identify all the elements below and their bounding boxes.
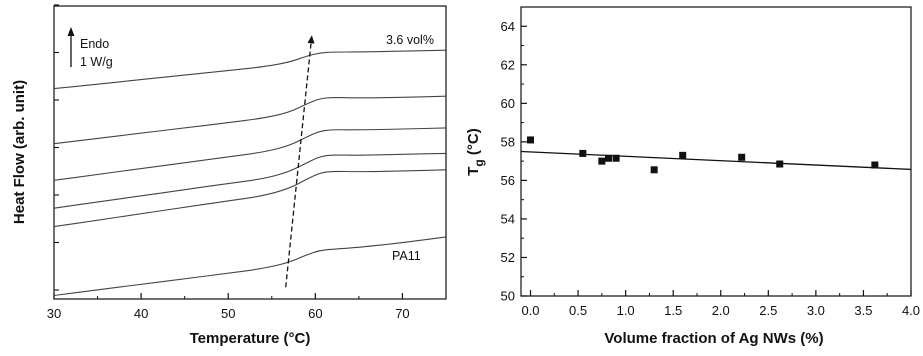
- tg-y-axis-main: T: [465, 167, 482, 176]
- tg-data-point: [605, 154, 613, 162]
- tg-data-point: [650, 166, 658, 174]
- trend-arrowhead: [307, 35, 315, 44]
- tg-x-tick-label: 1.5: [664, 303, 682, 318]
- tg-data-point: [776, 160, 784, 168]
- tg-y-axis-unit: (°C): [465, 128, 482, 159]
- tg-y-tick-label: 50: [501, 289, 515, 304]
- tg-x-ticks: 0.0 0.5 1.0 1.5 2.0 2.5 3.0 3.5 4.0: [521, 290, 920, 318]
- tg-y-axis-title: Tg (°C): [465, 128, 486, 176]
- scale-arrowhead: [67, 27, 75, 36]
- dsc-curve-5: [53, 169, 447, 228]
- dsc-x-tick-label: 30: [47, 306, 61, 321]
- tg-y-tick-label: 62: [501, 57, 515, 72]
- tg-x-tick-label: 2.5: [759, 303, 777, 318]
- scale-label-endo: Endo: [80, 37, 109, 51]
- tg-x-tick-label: 3.0: [807, 303, 825, 318]
- tg-y-axis-subscript: g: [472, 159, 486, 166]
- tg-x-tick-label: 2.0: [712, 303, 730, 318]
- tg-data-point: [527, 136, 535, 144]
- tg-y-tick-label: 56: [501, 173, 515, 188]
- dsc-plot-frame: [53, 5, 447, 300]
- trend-arrow: [285, 43, 312, 288]
- tg-x-tick-label: 0.5: [569, 303, 587, 318]
- dsc-y-ticks: [54, 4, 59, 291]
- scale-label-wg: 1 W/g: [80, 55, 113, 69]
- tg-data-point: [738, 153, 746, 161]
- dsc-x-axis-title: Temperature (°C): [190, 330, 311, 347]
- dsc-chart: 30 40 50 60 70 Endo 1 W/g 3.6 vol% PA11 Temp…: [11, 4, 447, 347]
- tg-data-point: [679, 151, 687, 159]
- tg-data-points: [527, 136, 879, 174]
- dsc-x-tick-label: 60: [308, 306, 322, 321]
- dsc-x-tick-label: 70: [395, 306, 409, 321]
- dsc-curve-4: [53, 152, 447, 209]
- tg-y-ticks: 50 52 54 56 58 60 62 64: [501, 19, 527, 304]
- tg-x-tick-label: 4.0: [902, 303, 920, 318]
- dsc-x-ticks: 30 40 50 60 70: [47, 293, 410, 321]
- tg-chart: 0.0 0.5 1.0 1.5 2.0 2.5 3.0 3.5 4.0 50 52 54 56 58 60…: [465, 6, 920, 347]
- tg-data-point: [579, 149, 587, 157]
- tg-data-point: [612, 154, 620, 162]
- dsc-curve-1: [53, 49, 447, 90]
- dsc-curves: [53, 49, 447, 297]
- tg-y-tick-label: 52: [501, 250, 515, 265]
- tg-y-tick-label: 60: [501, 96, 515, 111]
- tg-x-tick-label: 3.5: [854, 303, 872, 318]
- tg-x-tick-label: 0.0: [521, 303, 539, 318]
- dsc-x-tick-label: 50: [221, 306, 235, 321]
- dsc-x-tick-label: 40: [134, 306, 148, 321]
- tg-x-tick-label: 1.0: [617, 303, 635, 318]
- tg-x-axis-title: Volume fraction of Ag NWs (%): [604, 330, 823, 347]
- dsc-curve-2: [53, 95, 447, 145]
- tg-data-point: [871, 161, 879, 169]
- tg-y-tick-label: 64: [501, 19, 515, 34]
- bottom-curve-label: PA11: [392, 249, 421, 263]
- tg-y-tick-label: 54: [501, 211, 515, 226]
- tg-y-tick-label: 58: [501, 134, 515, 149]
- tg-data-point: [598, 157, 606, 165]
- top-curve-label: 3.6 vol%: [386, 33, 434, 47]
- dsc-curve-3: [53, 127, 447, 181]
- dsc-y-axis-title: Heat Flow (arb. unit): [11, 80, 28, 224]
- dsc-curve-6: [53, 236, 447, 297]
